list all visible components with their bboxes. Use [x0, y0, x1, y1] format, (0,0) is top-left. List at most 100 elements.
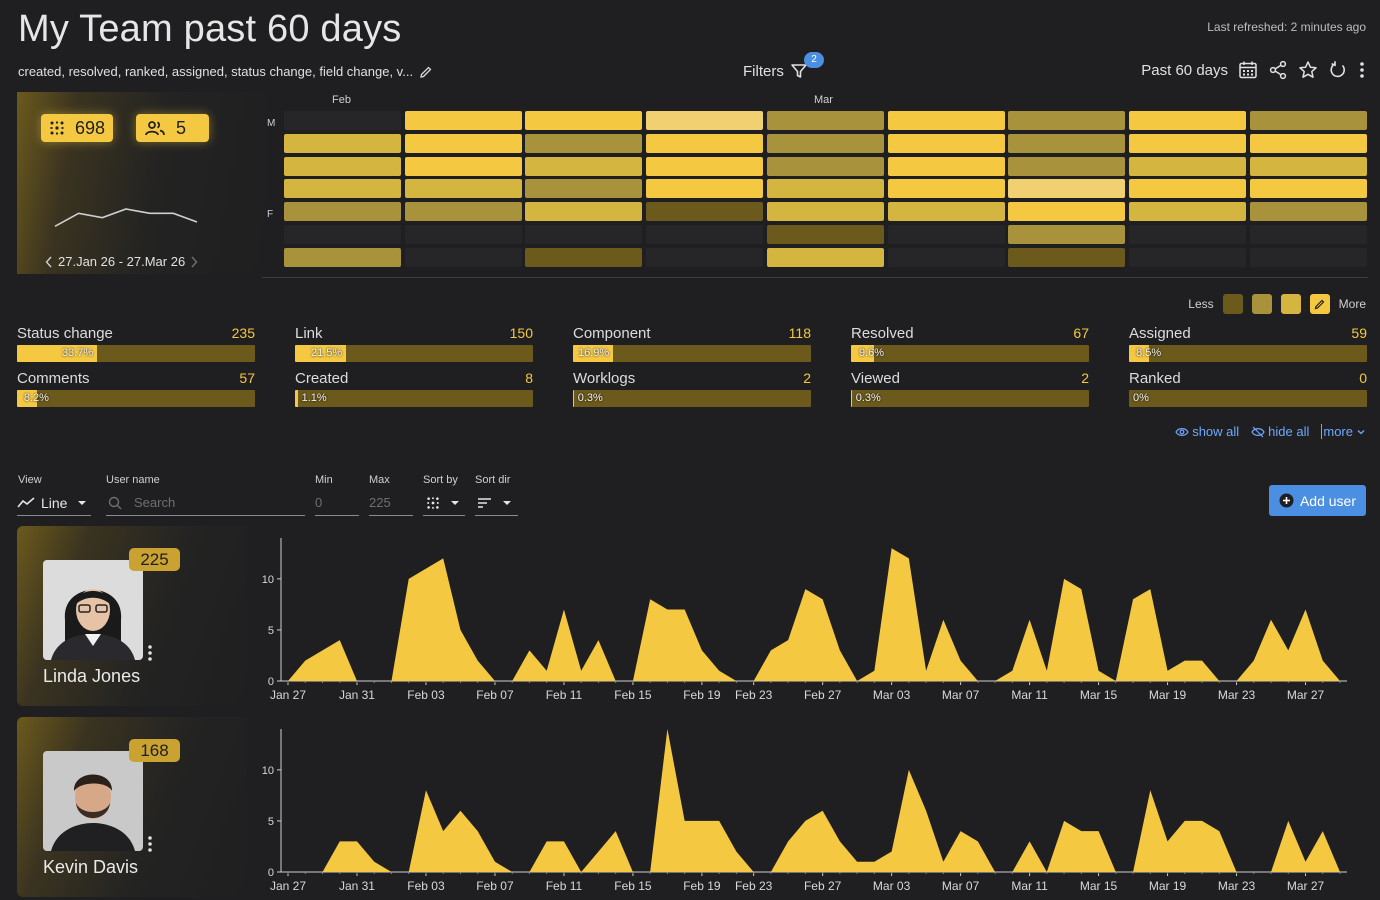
heatmap-cell[interactable] [766, 133, 884, 153]
metric-component[interactable]: Component 118 16.9% [573, 325, 811, 362]
more-vertical-icon[interactable] [1358, 60, 1366, 80]
heatmap-cell[interactable] [646, 133, 764, 153]
more-vertical-icon[interactable] [147, 644, 153, 662]
heatmap-cell[interactable] [646, 202, 764, 222]
metric-viewed[interactable]: Viewed 2 0.3% [851, 370, 1089, 407]
heatmap-cell[interactable] [284, 225, 401, 244]
heatmap-cell[interactable] [1008, 247, 1126, 267]
heatmap-cell[interactable] [1249, 225, 1367, 244]
heatmap-cell[interactable] [766, 247, 884, 267]
heatmap-cell[interactable] [646, 225, 764, 244]
heatmap-cell[interactable] [284, 179, 401, 199]
heatmap-cell[interactable] [1249, 247, 1367, 267]
heatmap-cell[interactable] [646, 247, 764, 267]
heatmap-cell[interactable] [1249, 156, 1367, 176]
edit-icon[interactable] [419, 65, 433, 79]
heatmap-cell[interactable] [284, 156, 401, 176]
metric-resolved[interactable]: Resolved 67 9.6% [851, 325, 1089, 362]
heatmap-cell[interactable] [1128, 156, 1246, 176]
heatmap-cell[interactable] [887, 156, 1005, 176]
heatmap-cell[interactable] [284, 202, 401, 222]
heatmap-cell[interactable] [887, 202, 1005, 222]
more-button[interactable]: more [1321, 424, 1366, 439]
heatmap-cell[interactable] [404, 179, 522, 199]
heatmap-cell[interactable] [646, 156, 764, 176]
heatmap-cell[interactable] [404, 156, 522, 176]
heatmap-cell[interactable] [1008, 156, 1126, 176]
star-icon[interactable] [1298, 60, 1318, 80]
metric-status-change[interactable]: Status change 235 33.7% [17, 325, 255, 362]
heatmap-cell[interactable] [1008, 179, 1126, 199]
heatmap-cell[interactable] [525, 225, 643, 244]
username-search-input[interactable]: Search [106, 490, 305, 516]
heatmap-cell[interactable] [1249, 202, 1367, 222]
sort-dir-select[interactable] [475, 490, 518, 516]
metric-created[interactable]: Created 8 1.1% [295, 370, 533, 407]
heatmap-cell[interactable] [404, 133, 522, 153]
heatmap-cell[interactable] [887, 133, 1005, 153]
avatar[interactable] [43, 560, 143, 660]
heatmap-cell[interactable] [404, 111, 522, 130]
heatmap-cell[interactable] [887, 247, 1005, 267]
heatmap-cell[interactable] [887, 225, 1005, 244]
legend-swatch-edit[interactable] [1309, 294, 1330, 314]
metric-ranked[interactable]: Ranked 0 0% [1129, 370, 1367, 407]
heatmap-cell[interactable] [766, 225, 884, 244]
view-select[interactable]: Line [17, 490, 91, 516]
chevron-right-icon[interactable] [190, 256, 198, 268]
heatmap-cell[interactable] [1128, 225, 1246, 244]
heatmap-cell[interactable] [766, 156, 884, 176]
heatmap-cell[interactable] [284, 247, 401, 267]
share-icon[interactable] [1268, 60, 1288, 80]
heatmap-cell[interactable] [1128, 247, 1246, 267]
heatmap-cell[interactable] [525, 111, 643, 130]
hide-all-button[interactable]: hide all [1251, 424, 1309, 439]
metric-comments[interactable]: Comments 57 8.2% [17, 370, 255, 407]
avatar[interactable] [43, 751, 143, 851]
max-input[interactable]: 225 [369, 490, 413, 516]
heatmap-cell[interactable] [766, 111, 884, 130]
heatmap-cell[interactable] [525, 202, 643, 222]
heatmap-cell[interactable] [525, 133, 643, 153]
heatmap-cell[interactable] [525, 156, 643, 176]
heatmap-cell[interactable] [525, 179, 643, 199]
heatmap-cell[interactable] [887, 179, 1005, 199]
heatmap-cell[interactable] [404, 202, 522, 222]
heatmap-cell[interactable] [1008, 133, 1126, 153]
metric-worklogs[interactable]: Worklogs 2 0.3% [573, 370, 811, 407]
min-input[interactable]: 0 [315, 490, 359, 516]
show-all-button[interactable]: show all [1175, 424, 1239, 439]
sort-by-select[interactable] [423, 490, 465, 516]
heatmap-cell[interactable] [887, 111, 1005, 130]
heatmap-cell[interactable] [1128, 202, 1246, 222]
add-user-button[interactable]: Add user [1269, 485, 1366, 516]
heatmap-cell[interactable] [1008, 225, 1126, 244]
metric-link[interactable]: Link 150 21.5% [295, 325, 533, 362]
event-types-summary[interactable]: created, resolved, ranked, assigned, sta… [18, 64, 433, 79]
heatmap-cell[interactable] [1249, 179, 1367, 199]
heatmap-cell[interactable] [284, 111, 401, 130]
filters-button[interactable]: Filters 2 [743, 52, 824, 80]
heatmap-cell[interactable] [1249, 133, 1367, 153]
heatmap-cell[interactable] [1008, 202, 1126, 222]
metric-assigned[interactable]: Assigned 59 8.5% [1129, 325, 1367, 362]
heatmap-cell[interactable] [525, 247, 643, 267]
heatmap-cell[interactable] [1249, 111, 1367, 130]
heatmap-cell[interactable] [1128, 133, 1246, 153]
heatmap-cell[interactable] [284, 133, 401, 153]
heatmap-cell[interactable] [1128, 111, 1246, 130]
chevron-left-icon[interactable] [45, 256, 53, 268]
calendar-icon[interactable] [1238, 60, 1258, 80]
heatmap-cell[interactable] [1008, 111, 1126, 130]
refresh-icon[interactable] [1328, 60, 1348, 80]
heatmap-cell[interactable] [646, 111, 764, 130]
heatmap-cell[interactable] [404, 247, 522, 267]
heatmap-cell[interactable] [404, 225, 522, 244]
heatmap-cell[interactable] [646, 179, 764, 199]
min-value: 0 [315, 495, 323, 510]
heatmap-cell[interactable] [1128, 179, 1246, 199]
range-label[interactable]: Past 60 days [1141, 61, 1228, 79]
heatmap-cell[interactable] [766, 179, 884, 199]
heatmap-cell[interactable] [766, 202, 884, 222]
more-vertical-icon[interactable] [147, 835, 153, 853]
